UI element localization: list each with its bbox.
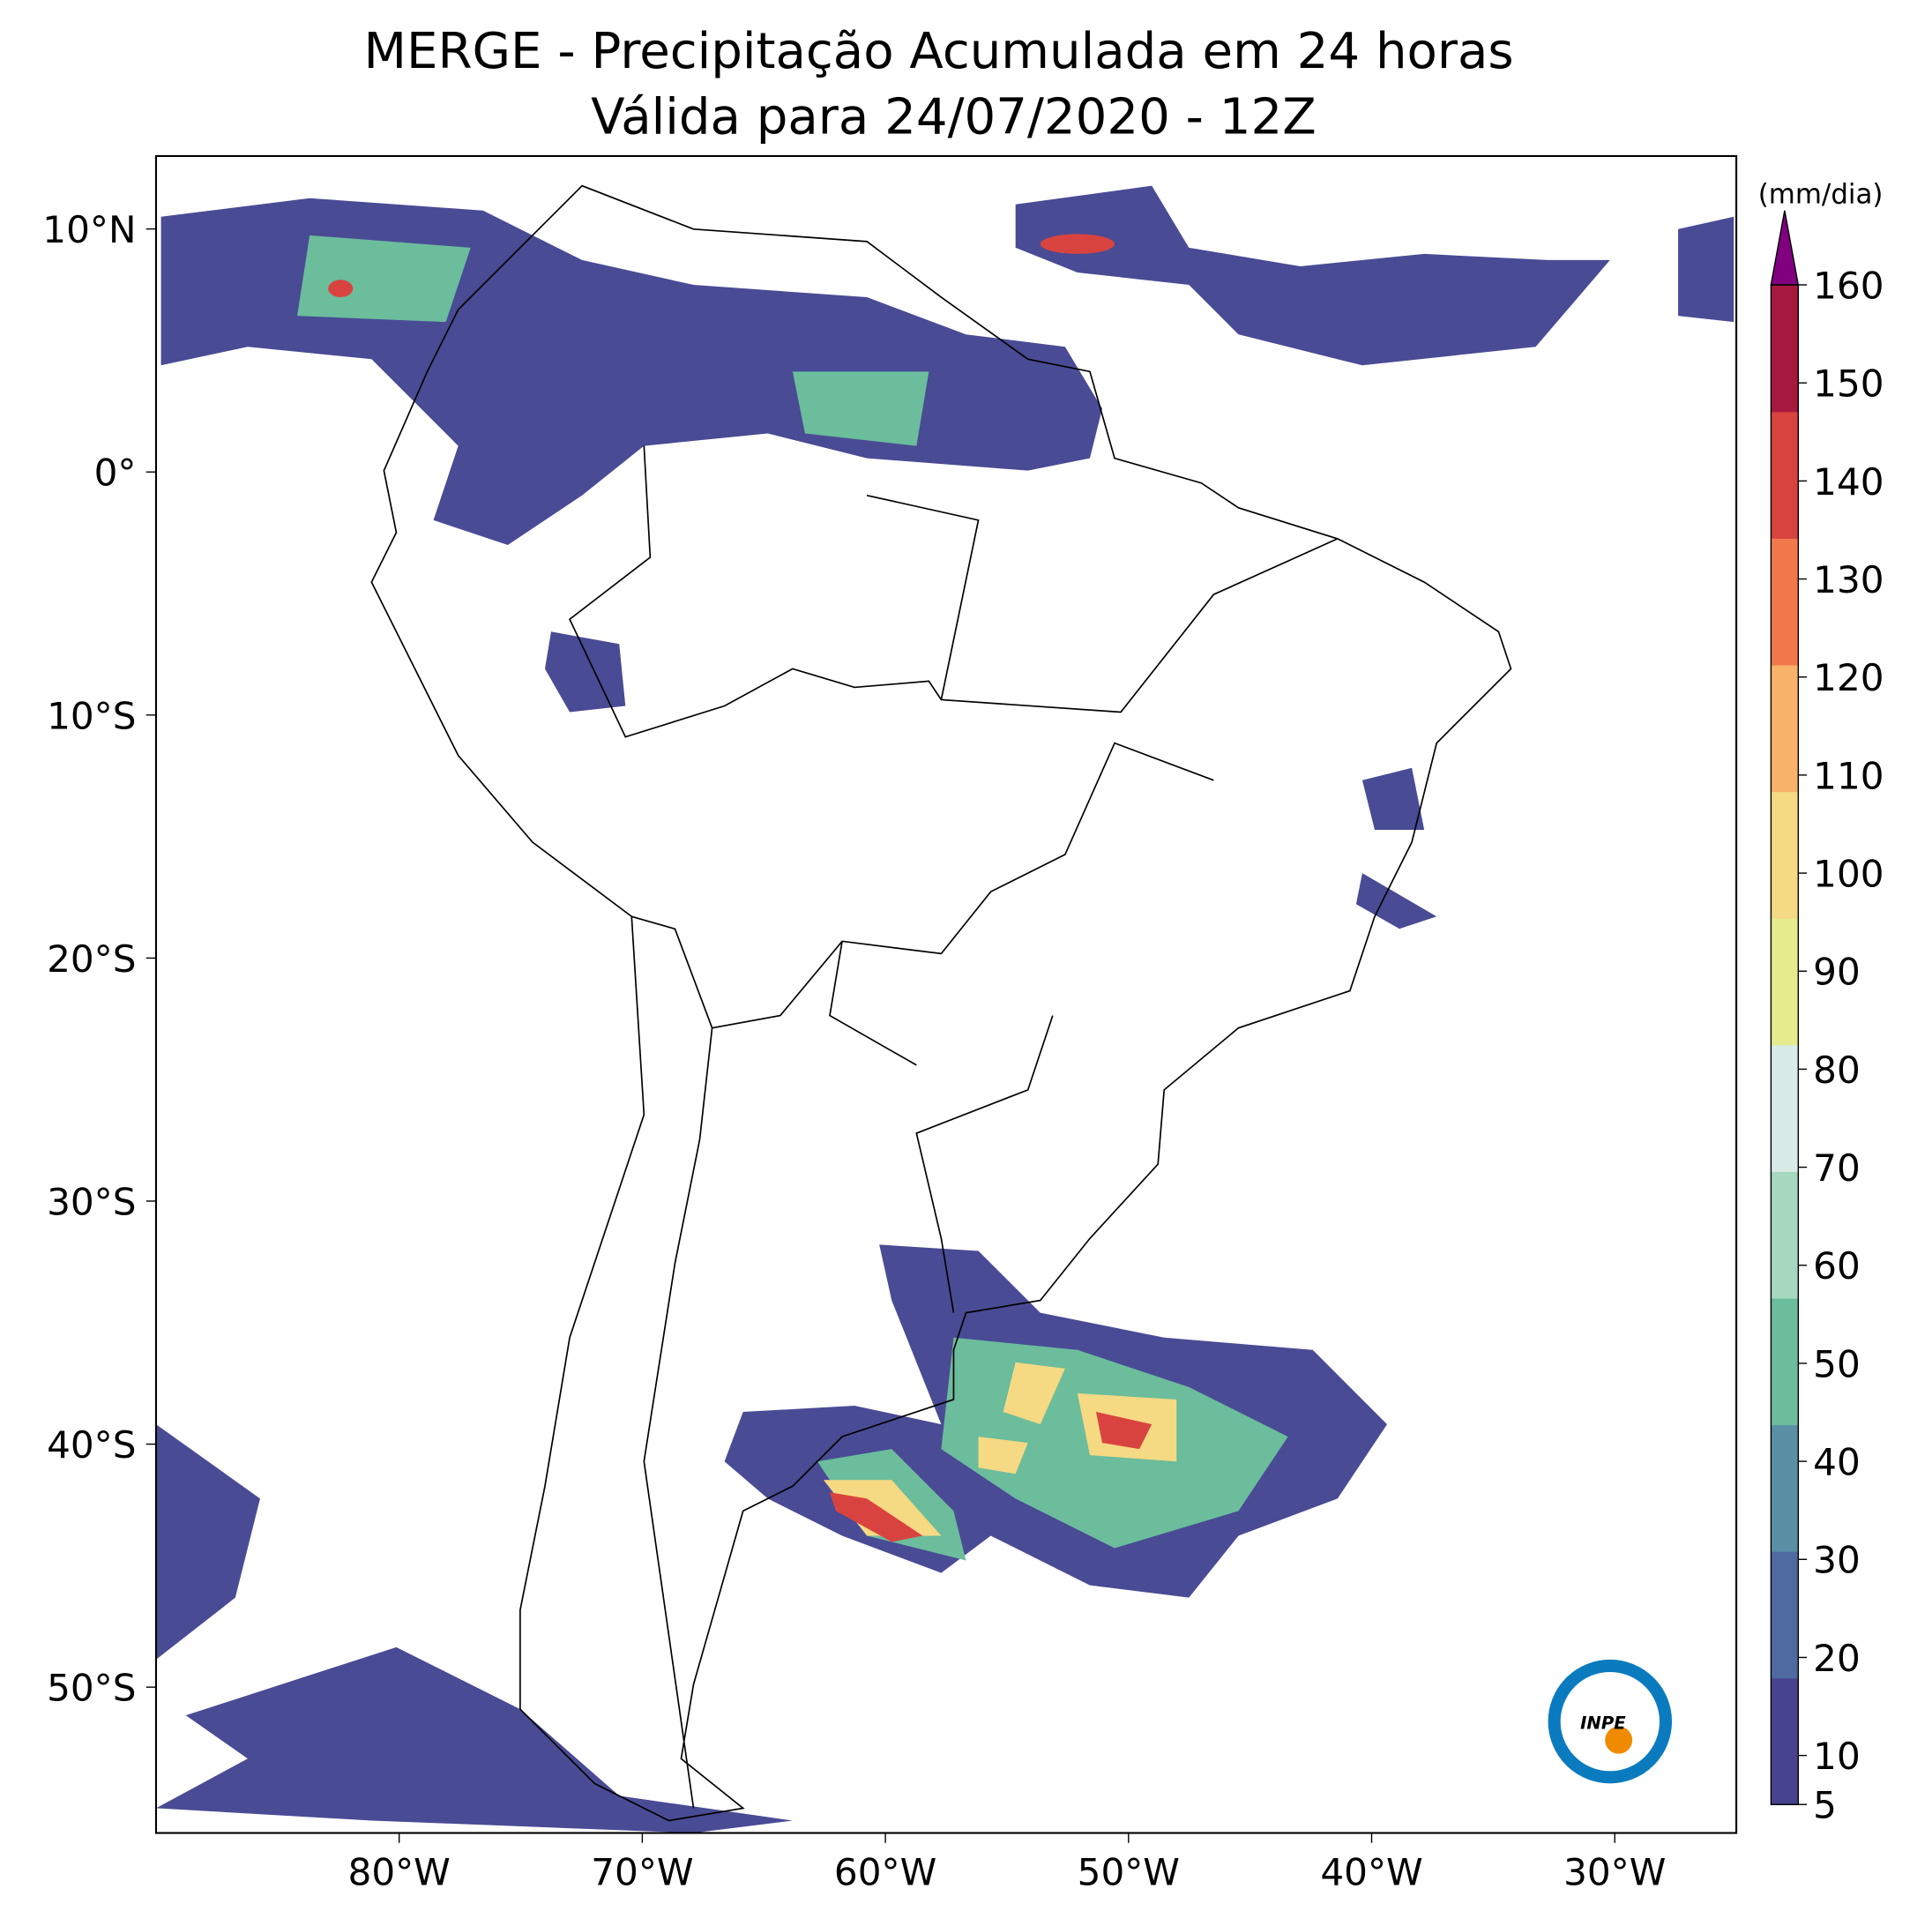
colorbar-band — [1771, 285, 1799, 413]
map-subtitle: Válida para 24/07/2020 - 12Z — [591, 89, 1317, 146]
logo-text: INPE — [1580, 1713, 1626, 1734]
inpe-logo: INPE — [1548, 1659, 1673, 1784]
colorbar-tick-label: 40 — [1813, 1441, 1861, 1484]
colorbar-tick-label: 100 — [1813, 853, 1884, 896]
colorbar-band — [1771, 1297, 1799, 1426]
x-tick-label: 60°W — [834, 1851, 936, 1894]
colorbar-band — [1771, 1551, 1799, 1679]
colorbar-band — [1771, 1044, 1799, 1172]
colorbar-tick-label: 20 — [1813, 1637, 1861, 1680]
colorbar-band — [1771, 918, 1799, 1046]
colorbar-band — [1771, 791, 1799, 919]
y-tick-label: 40°S — [47, 1423, 136, 1467]
colorbar-tick-label: 30 — [1813, 1539, 1861, 1582]
colorbar-tick-label: 5 — [1813, 1784, 1837, 1827]
colorbar-band — [1771, 1677, 1799, 1805]
map-frame — [154, 154, 1738, 1834]
y-tick-label: 50°S — [47, 1667, 136, 1710]
colorbar-band — [1771, 1424, 1799, 1552]
x-tick-label: 70°W — [591, 1851, 693, 1894]
colorbar-tick-label: 90 — [1813, 951, 1861, 994]
colorbar-band — [1771, 411, 1799, 539]
colorbar-tick-label: 80 — [1813, 1049, 1861, 1092]
colorbar-tick-label: 50 — [1813, 1342, 1861, 1385]
y-tick-label: 10°N — [42, 208, 136, 251]
colorbar-tick-label: 10 — [1813, 1735, 1861, 1778]
x-tick-label: 80°W — [348, 1851, 451, 1894]
colorbar-label: (mm/dia) — [1758, 178, 1884, 210]
map-title: MERGE - Precipitação Acumulada em 24 hor… — [364, 23, 1514, 80]
colorbar-band — [1771, 1171, 1799, 1299]
colorbar-tick-label: 120 — [1813, 656, 1884, 699]
y-tick-label: 20°S — [47, 937, 136, 981]
colorbar-tick-label: 130 — [1813, 558, 1884, 601]
colorbar-frame — [1770, 284, 1800, 1805]
colorbar-tick-label: 110 — [1813, 754, 1884, 797]
x-tick-label: 40°W — [1320, 1851, 1422, 1894]
y-tick-label: 30°S — [47, 1180, 136, 1223]
colorbar-band — [1771, 664, 1799, 793]
colorbar-tick-label: 140 — [1813, 460, 1884, 504]
colorbar-extend — [1770, 210, 1800, 286]
y-tick-label: 10°S — [47, 694, 136, 737]
colorbar-tick-label: 160 — [1813, 264, 1884, 307]
colorbar-tick-label: 60 — [1813, 1244, 1861, 1288]
continent-outline — [370, 184, 1512, 1822]
x-tick-label: 30°W — [1563, 1851, 1666, 1894]
colorbar-tick-label: 70 — [1813, 1146, 1861, 1190]
x-tick-label: 50°W — [1078, 1851, 1180, 1894]
colorbar-tick-label: 150 — [1813, 362, 1884, 406]
country-borders — [569, 445, 1339, 1809]
y-tick-label: 0° — [94, 452, 137, 495]
colorbar-band — [1771, 538, 1799, 666]
precipitation-field — [155, 185, 1734, 1833]
